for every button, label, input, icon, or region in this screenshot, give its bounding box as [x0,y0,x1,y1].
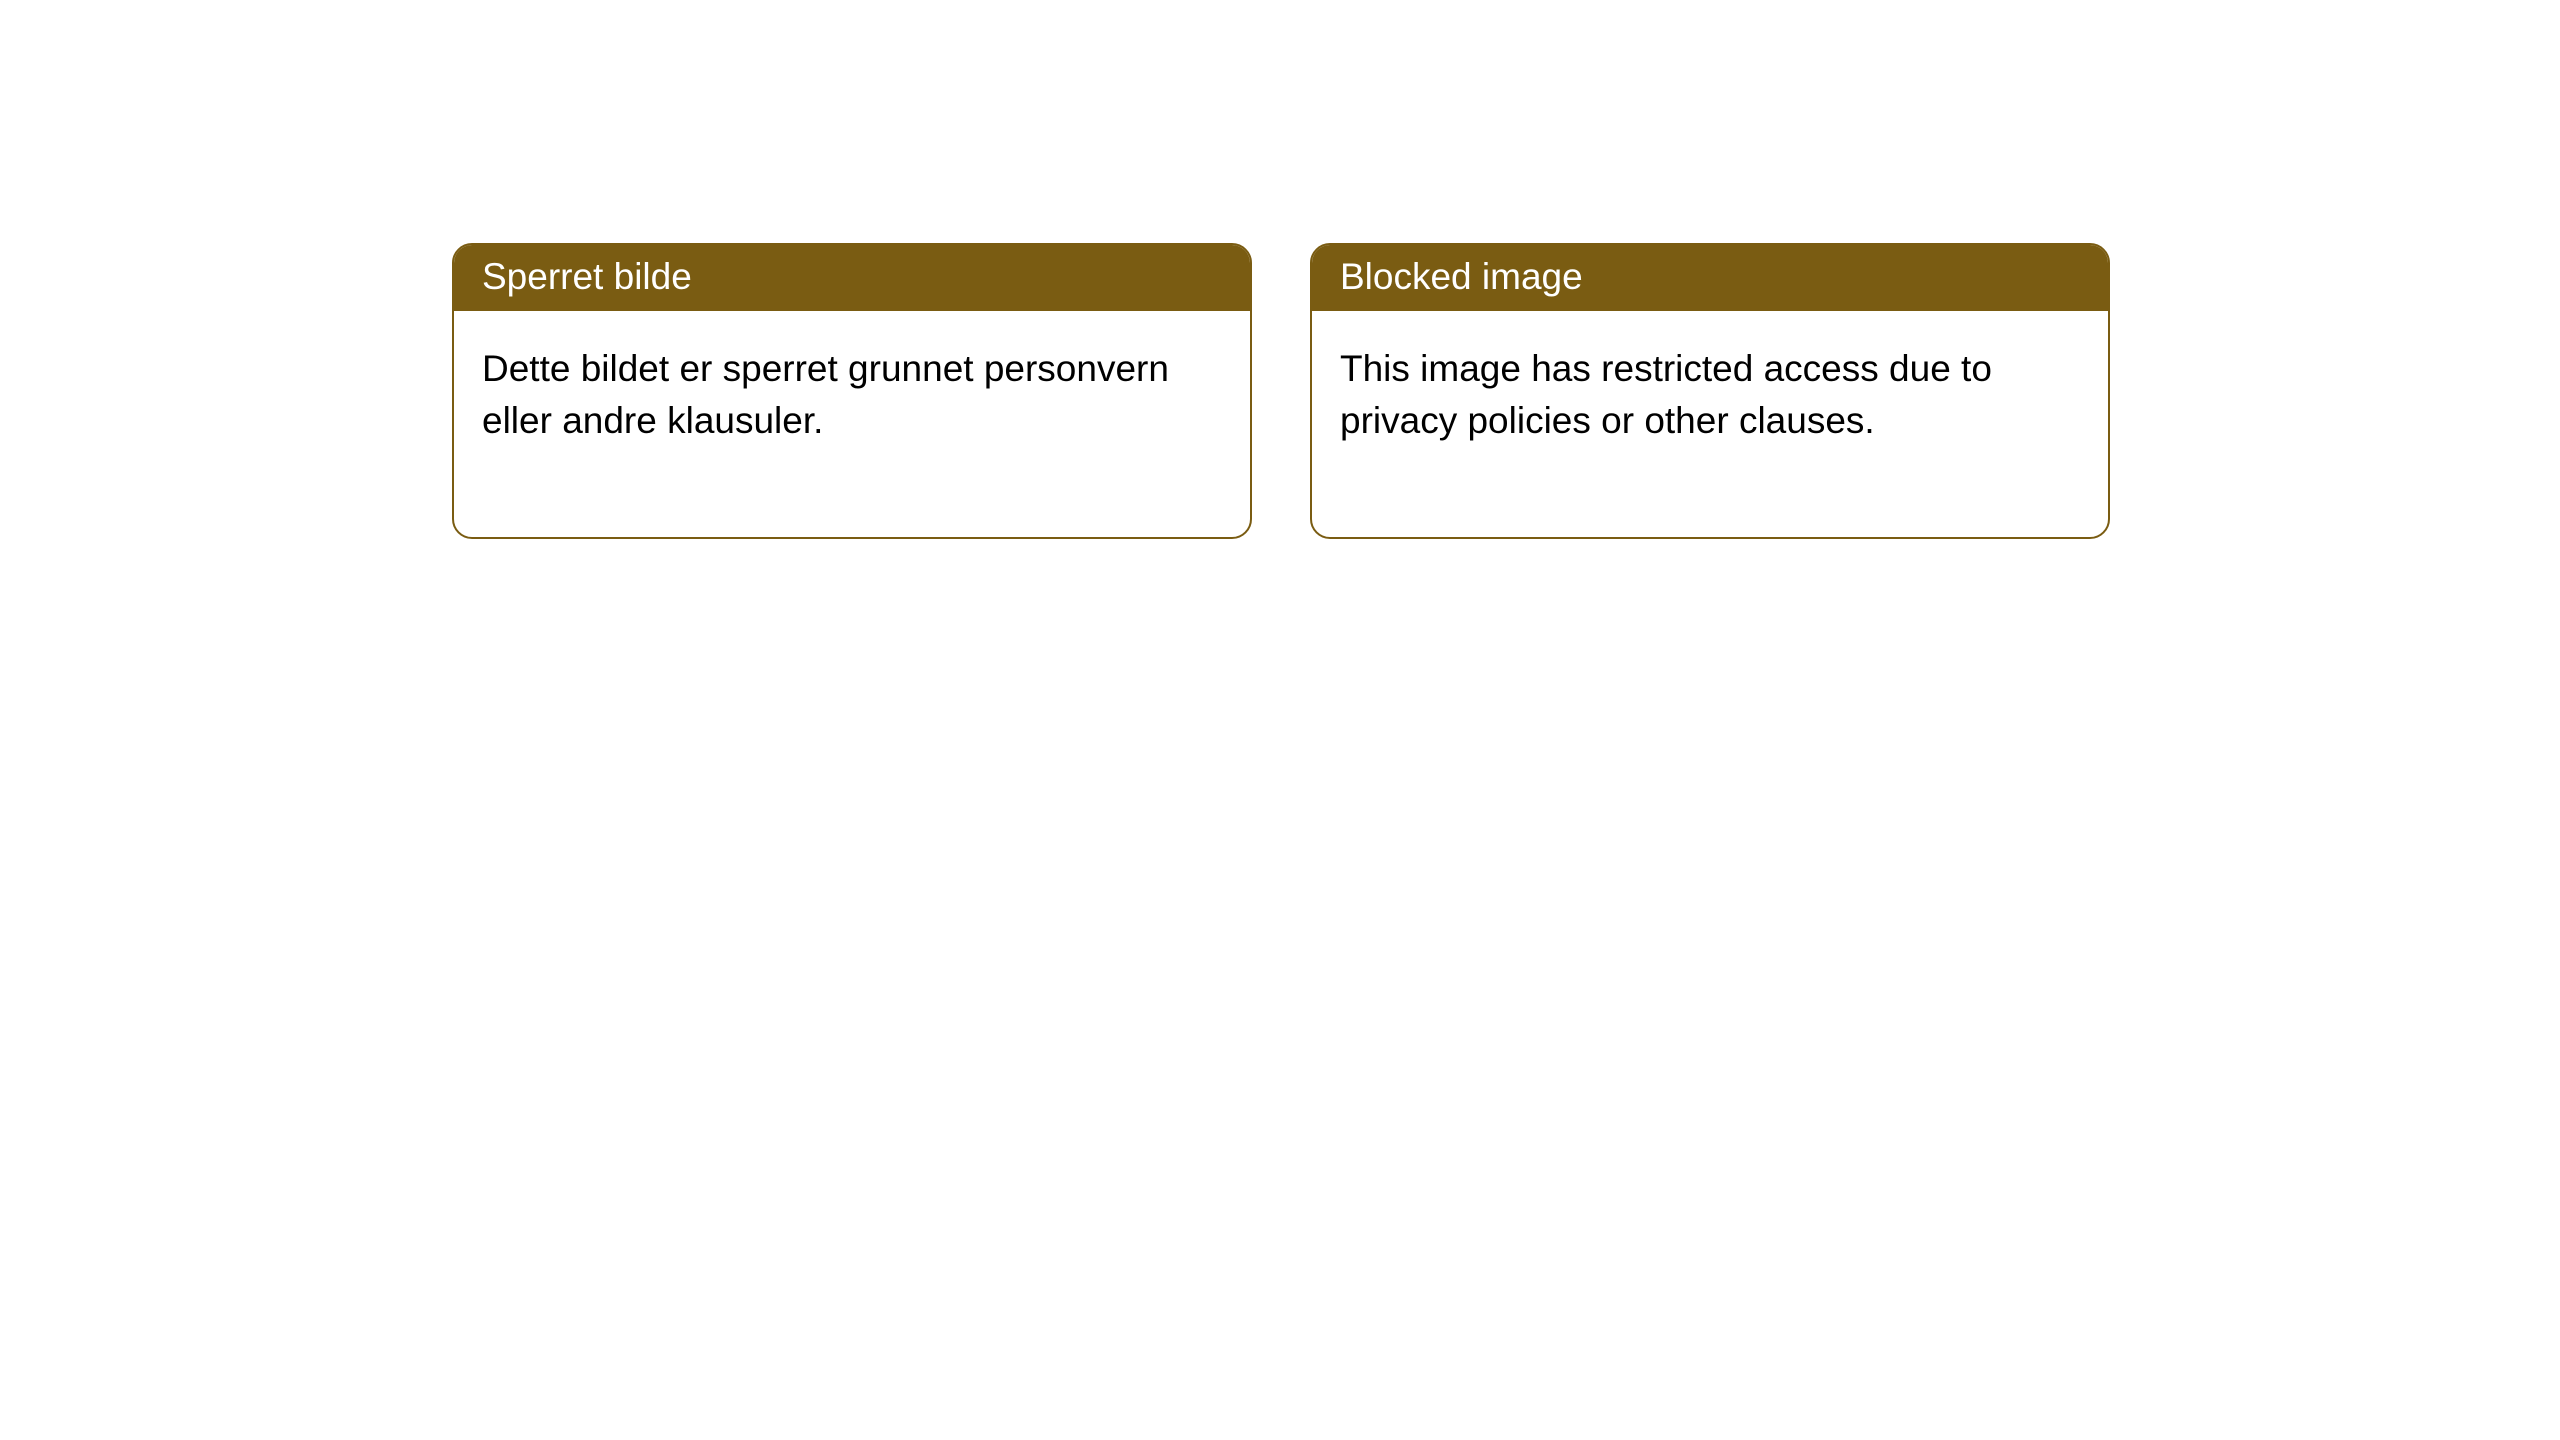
card-message: Dette bildet er sperret grunnet personve… [482,348,1169,441]
card-title: Blocked image [1340,256,1583,297]
card-title: Sperret bilde [482,256,692,297]
notice-container: Sperret bilde Dette bildet er sperret gr… [0,0,2560,539]
notice-card-english: Blocked image This image has restricted … [1310,243,2110,539]
card-header: Blocked image [1312,245,2108,311]
card-body: This image has restricted access due to … [1312,311,2108,537]
card-body: Dette bildet er sperret grunnet personve… [454,311,1250,537]
notice-card-norwegian: Sperret bilde Dette bildet er sperret gr… [452,243,1252,539]
card-header: Sperret bilde [454,245,1250,311]
card-message: This image has restricted access due to … [1340,348,1992,441]
